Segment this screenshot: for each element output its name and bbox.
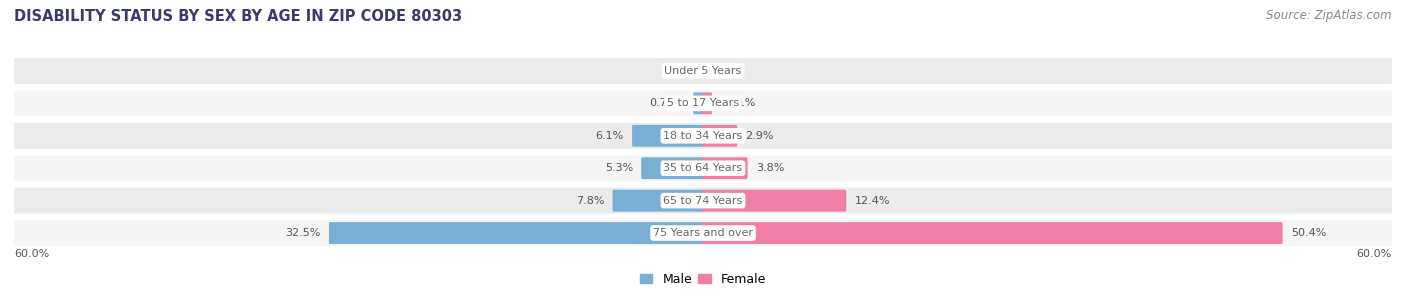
Legend: Male, Female: Male, Female	[640, 273, 766, 286]
Text: Under 5 Years: Under 5 Years	[665, 66, 741, 76]
Text: 3.8%: 3.8%	[756, 163, 785, 173]
Text: 0.77%: 0.77%	[650, 98, 685, 108]
Text: 7.8%: 7.8%	[575, 196, 605, 206]
Text: 18 to 34 Years: 18 to 34 Years	[664, 131, 742, 141]
FancyBboxPatch shape	[641, 157, 704, 179]
FancyBboxPatch shape	[613, 190, 704, 212]
FancyBboxPatch shape	[702, 157, 748, 179]
FancyBboxPatch shape	[329, 222, 704, 244]
Text: DISABILITY STATUS BY SEX BY AGE IN ZIP CODE 80303: DISABILITY STATUS BY SEX BY AGE IN ZIP C…	[14, 9, 463, 24]
Text: 60.0%: 60.0%	[1357, 249, 1392, 259]
FancyBboxPatch shape	[14, 123, 1392, 149]
FancyBboxPatch shape	[14, 188, 1392, 214]
Text: 60.0%: 60.0%	[14, 249, 49, 259]
Text: 0.71%: 0.71%	[720, 98, 755, 108]
Text: 50.4%: 50.4%	[1291, 228, 1326, 238]
Text: 6.1%: 6.1%	[596, 131, 624, 141]
Text: 65 to 74 Years: 65 to 74 Years	[664, 196, 742, 206]
Text: 32.5%: 32.5%	[285, 228, 321, 238]
Text: 2.9%: 2.9%	[745, 131, 773, 141]
Text: 12.4%: 12.4%	[855, 196, 890, 206]
FancyBboxPatch shape	[702, 190, 846, 212]
Text: 75 Years and over: 75 Years and over	[652, 228, 754, 238]
FancyBboxPatch shape	[14, 220, 1392, 246]
FancyBboxPatch shape	[702, 125, 737, 147]
Text: 0.0%: 0.0%	[714, 66, 742, 76]
Text: 5 to 17 Years: 5 to 17 Years	[666, 98, 740, 108]
FancyBboxPatch shape	[702, 222, 1282, 244]
FancyBboxPatch shape	[14, 90, 1392, 116]
Text: 0.0%: 0.0%	[664, 66, 692, 76]
Text: 35 to 64 Years: 35 to 64 Years	[664, 163, 742, 173]
FancyBboxPatch shape	[14, 58, 1392, 84]
FancyBboxPatch shape	[693, 92, 704, 114]
Text: Source: ZipAtlas.com: Source: ZipAtlas.com	[1267, 9, 1392, 22]
FancyBboxPatch shape	[702, 92, 711, 114]
FancyBboxPatch shape	[14, 155, 1392, 181]
FancyBboxPatch shape	[633, 125, 704, 147]
Text: 5.3%: 5.3%	[605, 163, 633, 173]
